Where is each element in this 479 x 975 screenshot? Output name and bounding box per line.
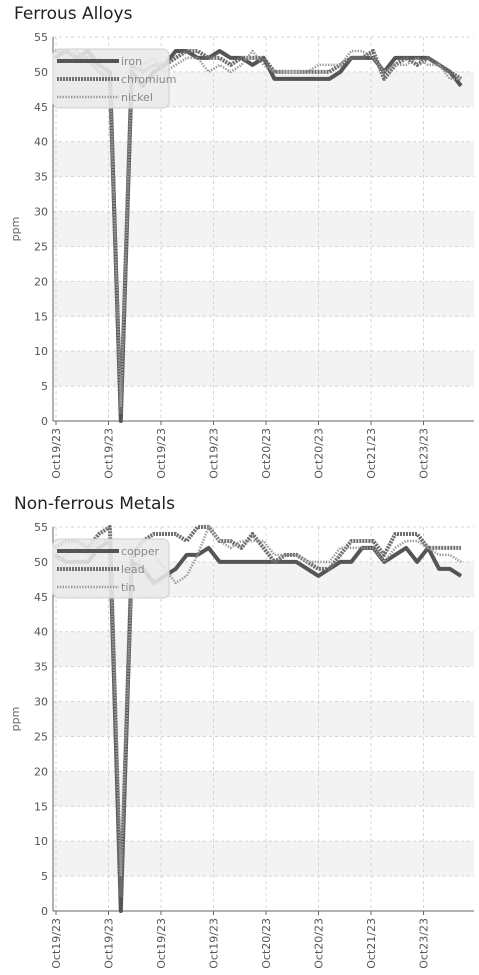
legend-label-chromium: chromium [121,73,177,86]
y-tick-label: 55 [34,31,48,44]
x-tick-label: Oct21/23 [365,428,378,479]
y-tick-label: 20 [34,765,48,778]
x-tick-label: Oct19/23 [103,428,116,479]
ferrous-chart: 0 5 10 15 20 25 30 35 40 45 50 55 Oct19/23 Oct19/23 Oc… [9,31,474,479]
legend-label-tin: tin [121,581,135,594]
y-tick-label: 40 [34,136,48,149]
x-tick-label: Oct21/23 [365,918,378,969]
x-tick-label: Oct20/23 [260,918,273,969]
y-tick-label: 55 [34,521,48,534]
y-tick-label: 5 [41,870,48,883]
y-tick-label: 50 [34,556,48,569]
y-tick-label: 35 [34,661,48,674]
series-line-nickel [54,49,461,409]
y-tick-label: 30 [34,696,48,709]
legend-label-lead: lead [121,563,145,576]
y-tick-label: 25 [34,730,48,743]
grid-band [53,631,474,667]
y-axis-label: ppm [9,217,22,242]
chart-title: Non-ferrous Metals [14,494,176,514]
series-line-iron [53,49,463,423]
x-tick-label: Oct23/23 [418,918,431,969]
y-tick-label: 45 [34,101,48,114]
y-tick-label: 35 [34,171,48,184]
y-tick-label: 15 [34,310,48,323]
y-tick-label: 45 [34,591,48,604]
y-tick-label: 5 [41,380,48,393]
legend-label-nickel: nickel [121,91,153,104]
y-axis-label: ppm [9,707,22,732]
x-tick-label: Oct19/23 [208,428,221,479]
x-tick-label: Oct19/23 [155,918,168,969]
y-tick-label: 15 [34,800,48,813]
x-tick-label: Oct19/23 [208,918,221,969]
y-tick-label: 30 [34,206,48,219]
grid-band [53,141,474,177]
y-tick-label: 0 [41,415,48,428]
y-tick-label: 0 [41,905,48,918]
grid-band [53,211,474,247]
grid-band [53,351,474,387]
legend-label-iron: iron [121,55,142,68]
grid-band [53,841,474,877]
x-tick-label: Oct20/23 [313,428,326,479]
chart-title: Ferrous Alloys [14,4,133,24]
x-tick-label: Oct20/23 [313,918,326,969]
x-tick-label: Oct19/23 [103,918,116,969]
legend: copper lead tin [52,538,170,599]
x-tick-label: Oct19/23 [155,428,168,479]
chart-panel-ferrous: Ferrous Alloys 0 5 10 15 20 25 30 35 40 45 50 55 Oct… [9,4,474,479]
x-tick-label: Oct23/23 [418,428,431,479]
legend: iron chromium nickel [52,48,177,109]
y-tick-label: 40 [34,626,48,639]
y-tick-label: 25 [34,240,48,253]
y-tick-label: 10 [34,835,48,848]
legend-label-copper: copper [121,545,160,558]
grid-band [53,701,474,737]
y-tick-label: 20 [34,275,48,288]
y-tick-label: 50 [34,66,48,79]
x-tick-label: Oct19/23 [50,428,63,479]
nonferrous-chart: 0 5 10 15 20 25 30 35 40 45 50 55 Oct19/23 Oct19/23 Oc… [9,521,474,969]
chart-panel-nonferrous: Non-ferrous Metals 0 5 10 15 20 25 30 35 40 45 50 5… [0,490,479,975]
y-tick-label: 10 [34,345,48,358]
x-tick-label: Oct20/23 [260,428,273,479]
x-tick-label: Oct19/23 [50,918,63,969]
series-line-lead [53,525,461,899]
